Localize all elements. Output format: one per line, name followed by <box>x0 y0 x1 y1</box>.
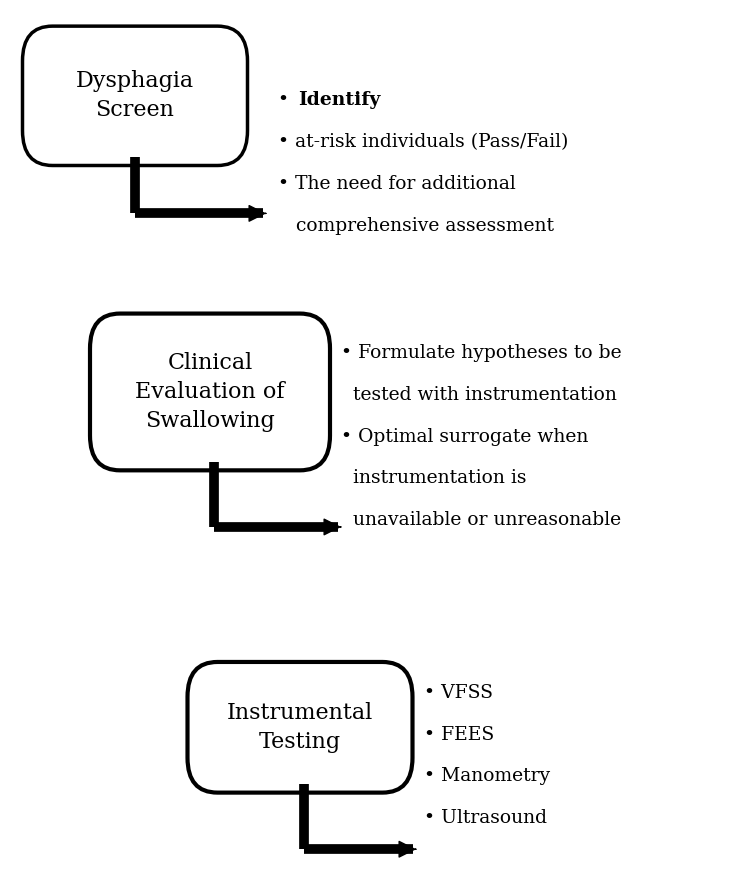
Text: • FEES: • FEES <box>424 726 494 744</box>
Text: • The need for additional: • The need for additional <box>278 175 515 193</box>
Text: • VFSS: • VFSS <box>424 684 493 702</box>
Text: comprehensive assessment: comprehensive assessment <box>278 217 554 235</box>
Text: • Manometry: • Manometry <box>424 767 550 786</box>
Text: • Optimal surrogate when: • Optimal surrogate when <box>341 428 589 446</box>
Text: Instrumental
Testing: Instrumental Testing <box>226 702 374 753</box>
Text: •: • <box>278 91 295 110</box>
Text: Clinical
Evaluation of
Swallowing: Clinical Evaluation of Swallowing <box>135 352 285 432</box>
Text: • Formulate hypotheses to be: • Formulate hypotheses to be <box>341 344 622 362</box>
FancyBboxPatch shape <box>22 26 248 165</box>
FancyBboxPatch shape <box>90 314 330 470</box>
Text: Dysphagia
Screen: Dysphagia Screen <box>76 71 194 121</box>
Text: instrumentation is: instrumentation is <box>341 469 526 488</box>
Text: Identify: Identify <box>298 91 381 110</box>
Text: unavailable or unreasonable: unavailable or unreasonable <box>341 511 621 530</box>
Text: • at-risk individuals (Pass/Fail): • at-risk individuals (Pass/Fail) <box>278 133 568 152</box>
Text: tested with instrumentation: tested with instrumentation <box>341 386 617 404</box>
FancyBboxPatch shape <box>188 662 412 793</box>
Text: • Ultrasound: • Ultrasound <box>424 809 547 827</box>
